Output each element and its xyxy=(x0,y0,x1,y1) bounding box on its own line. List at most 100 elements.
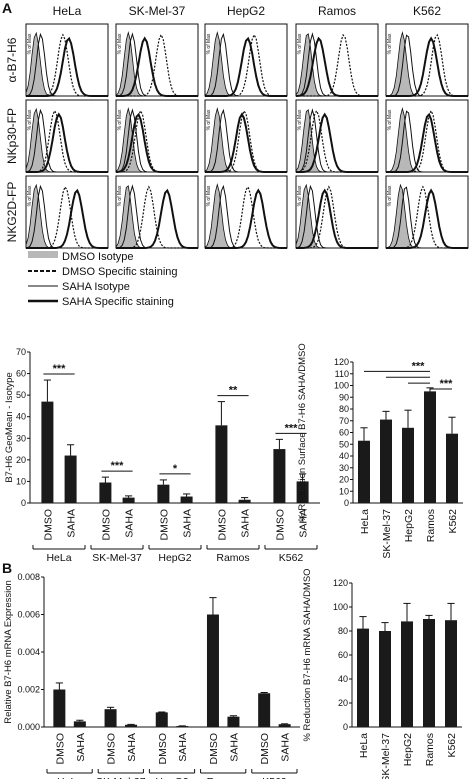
y-tick-label: 20 xyxy=(339,475,349,485)
y-tick-label: 40 xyxy=(16,412,26,422)
histogram-panel: % of Max xyxy=(204,99,288,173)
legend-label: SAHA Isotype xyxy=(62,281,130,293)
group-label: K562 xyxy=(279,552,304,564)
x-tick-label: DMSO xyxy=(274,509,286,541)
y-axis-label: % Reduction B7-H6 mRNA SAHA/DMSO xyxy=(302,568,313,741)
x-tick-label: HepG2 xyxy=(402,733,414,766)
group-label: SK-Mel-37 xyxy=(92,552,142,564)
y-tick-label: 0.000 xyxy=(17,722,40,732)
cell-line-header: HeLa xyxy=(53,4,82,18)
histogram-axis-label: % of Max xyxy=(387,109,393,130)
y-tick-label: 50 xyxy=(16,390,26,400)
y-tick-label: 60 xyxy=(339,428,349,438)
bar xyxy=(157,484,170,503)
y-tick-label: 10 xyxy=(16,476,26,486)
histogram-axis-label: % of Max xyxy=(297,109,303,130)
histogram-grid: HeLa SK-Mel-37 HepG2 Ramos K562 α-B7-H6 NKp30-… xyxy=(5,4,469,249)
y-axis-label: Relative B7-H6 mRNA Expression xyxy=(3,580,14,724)
x-tick-label: SK-Mel-37 xyxy=(380,733,392,779)
cell-line-header: K562 xyxy=(413,4,441,18)
histogram-axis-label: % of Max xyxy=(27,109,33,130)
x-tick-label: K562 xyxy=(447,509,459,534)
y-tick-label: 120 xyxy=(333,578,348,588)
stain-row-label: NKG2D-FP xyxy=(5,182,19,243)
dmso-isotype-curve xyxy=(115,107,198,173)
bar xyxy=(358,440,370,503)
y-tick-label: 0.002 xyxy=(17,685,40,695)
bar xyxy=(155,712,168,727)
cell-line-header: Ramos xyxy=(318,4,356,18)
dmso-specific-curve xyxy=(386,33,468,97)
saha-specific-curve xyxy=(26,36,108,97)
x-tick-label: SAHA xyxy=(182,509,194,538)
x-tick-label: DMSO xyxy=(106,733,118,765)
histogram-panel: % of Max xyxy=(25,23,109,97)
bar xyxy=(176,726,189,727)
saha-specific-curve xyxy=(115,112,198,173)
histogram-panel: % of Max xyxy=(385,23,469,97)
bar xyxy=(446,433,458,503)
dmso-isotype-curve xyxy=(295,109,378,173)
x-tick-label: Ramos xyxy=(424,733,436,766)
saha-isotype-curve xyxy=(205,184,287,249)
x-tick-label: DMSO xyxy=(157,733,169,765)
histogram-panel: % of Max xyxy=(25,175,109,249)
bar xyxy=(296,481,309,503)
y-tick-label: 100 xyxy=(333,602,348,612)
dmso-isotype-curve xyxy=(115,31,198,97)
saha-specific-curve xyxy=(116,188,198,249)
histogram-panel: % of Max xyxy=(385,175,469,249)
histogram-axis-label: % of Max xyxy=(387,33,393,54)
dmso-isotype-curve xyxy=(204,183,287,249)
y-tick-label: 0 xyxy=(343,722,348,732)
histogram-panel: % of Max xyxy=(115,99,199,173)
legend-item: SAHA Specific staining xyxy=(28,296,174,308)
saha-specific-curve xyxy=(386,188,468,249)
group-label: Ramos xyxy=(207,776,240,779)
bar-chart: 0 10 20 30 40 50 60 70 B7-H6 GeoMean - Isotype He… xyxy=(4,347,320,564)
histogram-axis-label: % of Max xyxy=(117,185,123,206)
y-tick-label: 100 xyxy=(334,381,349,391)
stain-row-label: NKp30-FP xyxy=(5,108,19,164)
x-tick-label: DMSO xyxy=(216,509,228,541)
saha-specific-curve xyxy=(295,36,378,97)
histogram-panel: % of Max xyxy=(25,99,109,173)
y-tick-label: 10 xyxy=(339,486,349,496)
x-tick-label: DMSO xyxy=(100,509,112,541)
histogram-axis-label: % of Max xyxy=(27,185,33,206)
x-tick-label: HeLa xyxy=(358,733,370,758)
y-tick-label: 20 xyxy=(338,698,348,708)
y-tick-label: 110 xyxy=(335,369,349,379)
histogram-axis-label: % of Max xyxy=(297,185,303,206)
histogram-axis-label: % of Max xyxy=(206,185,212,206)
x-tick-label: SK-Mel-37 xyxy=(381,509,393,559)
y-tick-label: 80 xyxy=(338,626,348,636)
y-tick-label: 0 xyxy=(21,498,26,508)
group-label: Ramos xyxy=(216,552,249,564)
bar xyxy=(227,716,240,727)
y-tick-label: 120 xyxy=(334,357,349,367)
legend-label: DMSO Isotype xyxy=(62,251,134,263)
histogram-panel: % of Max xyxy=(204,23,288,97)
saha-specific-curve xyxy=(116,36,198,97)
bar xyxy=(122,497,135,503)
y-axis-label: % Reduction Surface B7-H6 SAHA/DMSO xyxy=(297,343,308,521)
histogram-panel: % of Max xyxy=(295,99,379,173)
y-tick-label: 70 xyxy=(16,347,26,357)
bar xyxy=(278,724,291,727)
y-tick-label: 20 xyxy=(16,455,26,465)
saha-specific-curve xyxy=(26,112,108,173)
histogram-axis-label: % of Max xyxy=(117,33,123,54)
y-tick-label: 0.008 xyxy=(17,572,40,582)
cell-line-header: SK-Mel-37 xyxy=(129,4,186,18)
y-tick-label: 50 xyxy=(339,439,349,449)
x-tick-label: SAHA xyxy=(66,509,78,538)
x-tick-label: HeLa xyxy=(359,509,371,534)
x-tick-label: SAHA xyxy=(126,733,138,762)
x-tick-label: DMSO xyxy=(208,733,220,765)
histogram-axis-label: % of Max xyxy=(117,109,123,130)
y-tick-label: 60 xyxy=(16,369,26,379)
histogram-panel: % of Max xyxy=(204,175,288,249)
